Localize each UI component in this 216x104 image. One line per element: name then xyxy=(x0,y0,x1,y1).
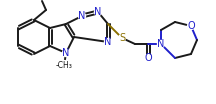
Circle shape xyxy=(59,61,70,72)
Circle shape xyxy=(105,38,111,46)
Text: N: N xyxy=(62,48,70,58)
Text: O: O xyxy=(144,53,152,63)
Circle shape xyxy=(187,22,194,30)
Text: O: O xyxy=(187,21,195,31)
Circle shape xyxy=(62,50,70,56)
Text: N: N xyxy=(94,7,102,17)
Text: -CH₃: -CH₃ xyxy=(56,61,72,71)
Circle shape xyxy=(145,54,151,61)
Circle shape xyxy=(119,35,125,41)
Text: S: S xyxy=(119,33,125,43)
Circle shape xyxy=(78,12,86,20)
Text: N: N xyxy=(78,11,86,21)
Text: N: N xyxy=(104,37,112,47)
Text: N: N xyxy=(157,39,165,49)
Circle shape xyxy=(95,9,102,15)
Circle shape xyxy=(157,40,165,48)
